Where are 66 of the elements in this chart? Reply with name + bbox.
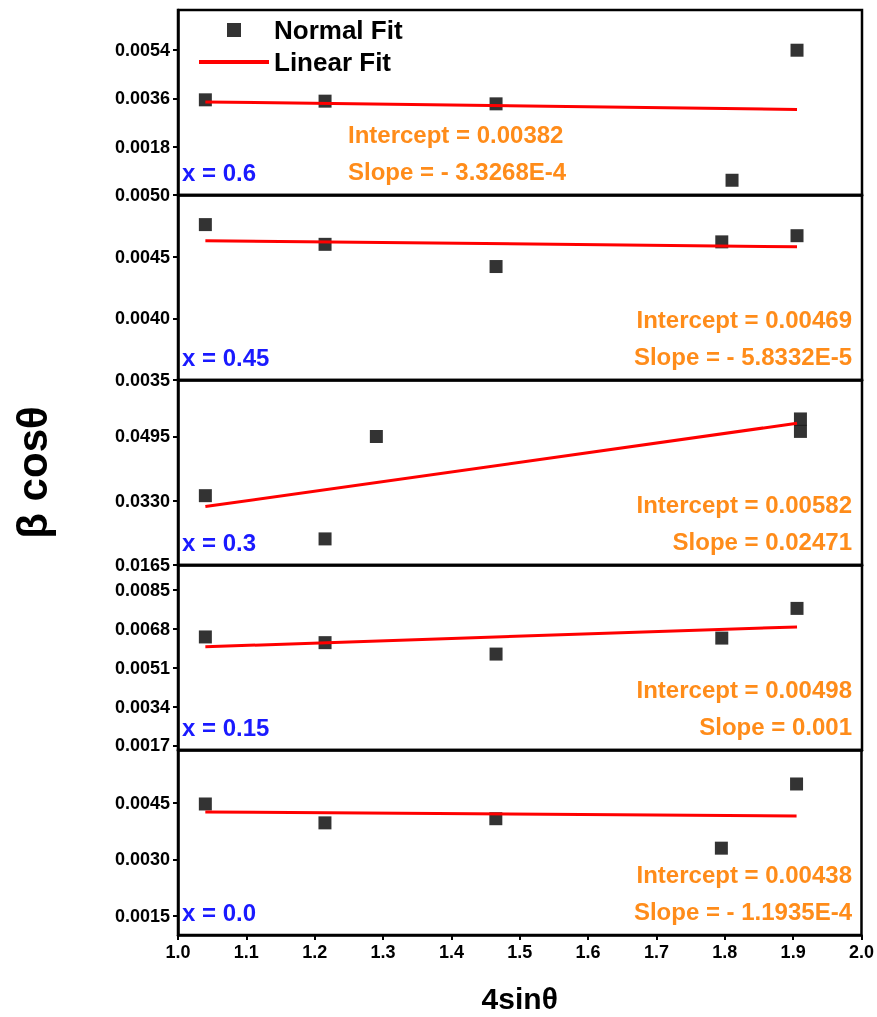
point bbox=[318, 816, 332, 830]
point bbox=[489, 647, 503, 661]
point bbox=[793, 412, 807, 426]
x-tick-label: 1.5 bbox=[507, 942, 533, 962]
legend-label: Linear Fit bbox=[274, 47, 392, 77]
x-tick-label: 1.0 bbox=[165, 942, 191, 962]
y-tick-label: 0.0045 bbox=[114, 792, 170, 813]
point bbox=[790, 229, 804, 243]
point bbox=[790, 43, 804, 57]
annotation: Slope = - 3.3268E-4 bbox=[348, 157, 567, 185]
y-tick-label: 0.0036 bbox=[114, 88, 170, 109]
annotation: Slope = 0.001 bbox=[699, 712, 853, 740]
y-tick-label: 0.0165 bbox=[114, 555, 170, 575]
y-tick-label: 0.0015 bbox=[114, 906, 170, 927]
y-tick-label: 0.0495 bbox=[114, 426, 170, 447]
point bbox=[790, 601, 804, 615]
point bbox=[725, 173, 739, 187]
annotation: Slope = 0.02471 bbox=[672, 527, 852, 555]
point bbox=[198, 218, 212, 232]
y-tick-label: 0.0050 bbox=[114, 185, 170, 205]
annotation: x = 0.6 bbox=[182, 158, 257, 186]
point bbox=[790, 777, 804, 791]
y-tick-label: 0.0035 bbox=[114, 370, 170, 390]
x-tick-label: 1.4 bbox=[438, 942, 464, 962]
point bbox=[489, 260, 503, 274]
y-tick-label: 0.0017 bbox=[114, 735, 170, 756]
point bbox=[793, 424, 807, 438]
y-tick-label: 0.0051 bbox=[114, 657, 170, 678]
y-tick-label: 0.0034 bbox=[114, 696, 170, 717]
y-tick-label: 0.0330 bbox=[114, 490, 170, 511]
point bbox=[369, 429, 383, 443]
annotation: Intercept = 0.00469 bbox=[636, 305, 853, 333]
y-tick-label: 0.0068 bbox=[114, 618, 170, 639]
y-tick-label: 0.0040 bbox=[114, 308, 170, 329]
x-axis-title: 4sinθ bbox=[481, 981, 558, 1015]
y-tick-label: 0.0045 bbox=[114, 246, 170, 267]
annotation: x = 0.45 bbox=[182, 343, 270, 371]
point bbox=[198, 797, 212, 811]
y-tick-label: 0.0030 bbox=[114, 849, 170, 870]
annotation: Intercept = 0.00382 bbox=[348, 120, 564, 148]
annotation: x = 0.15 bbox=[182, 713, 270, 741]
annotation: Intercept = 0.00582 bbox=[636, 490, 853, 518]
y-axis-title: β cosθ bbox=[8, 406, 56, 539]
y-tick-label: 0.0085 bbox=[114, 580, 170, 601]
x-tick-label: 1.8 bbox=[712, 942, 738, 962]
x-tick-label: 1.9 bbox=[780, 942, 806, 962]
point bbox=[198, 630, 212, 644]
x-tick-label: 2.0 bbox=[848, 942, 874, 962]
annotation: Slope = - 5.8332E-5 bbox=[633, 342, 852, 370]
legend-label: Normal Fit bbox=[274, 15, 403, 45]
x-tick-label: 1.1 bbox=[233, 942, 259, 962]
y-tick-label: 0.0054 bbox=[114, 40, 170, 61]
annotation: Intercept = 0.00498 bbox=[636, 675, 853, 703]
x-tick-label: 1.3 bbox=[370, 942, 396, 962]
annotation: Slope = - 1.1935E-4 bbox=[633, 897, 853, 925]
annotation: x = 0.3 bbox=[182, 528, 257, 556]
x-tick-label: 1.6 bbox=[575, 942, 601, 962]
point bbox=[715, 631, 729, 645]
point bbox=[198, 489, 212, 503]
x-tick-label: 1.2 bbox=[302, 942, 328, 962]
x-tick-label: 1.7 bbox=[643, 942, 669, 962]
point bbox=[714, 841, 728, 855]
y-tick-label: 0.0018 bbox=[114, 136, 170, 157]
point bbox=[318, 532, 332, 546]
annotation: x = 0.0 bbox=[182, 898, 257, 926]
annotation: Intercept = 0.00438 bbox=[636, 860, 853, 888]
